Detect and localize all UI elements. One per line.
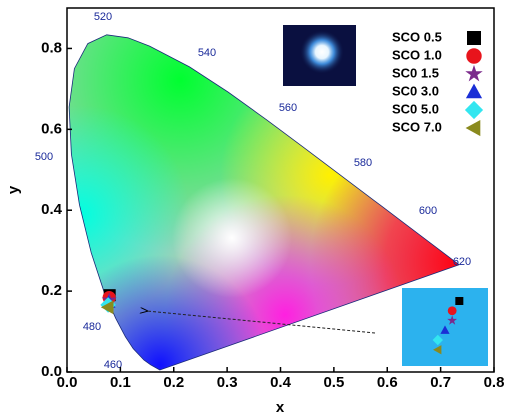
marker (448, 306, 457, 315)
legend-label: SC0 1.5 (392, 65, 439, 80)
x-tick-label: 0.2 (163, 374, 184, 391)
wavelength-label: 560 (279, 102, 297, 114)
x-tick-label: 0.3 (217, 374, 238, 391)
legend-label: SCO 7.0 (392, 119, 442, 134)
y-tick-label: 0.8 (41, 39, 62, 56)
marker (455, 297, 463, 305)
legend-label: SCO 0.5 (392, 29, 442, 44)
y-tick-label: 0.4 (41, 201, 63, 218)
legend-marker (466, 48, 481, 63)
wavelength-label: 620 (453, 256, 471, 268)
y-tick-label: 0.0 (41, 363, 62, 380)
y-axis-label: y (5, 185, 22, 194)
legend-marker (466, 84, 482, 99)
y-tick-label: 0.2 (41, 282, 62, 299)
legend-marker (465, 101, 483, 119)
x-tick-label: 0.8 (484, 374, 505, 391)
wavelength-label: 600 (419, 205, 437, 217)
wavelength-label: 500 (35, 151, 53, 163)
wavelength-label: 520 (94, 11, 112, 23)
wavelength-label: 580 (354, 157, 372, 169)
wavelength-label: 540 (198, 47, 216, 59)
x-tick-label: 0.7 (430, 374, 451, 391)
x-tick-label: 0.6 (377, 374, 398, 391)
legend-marker (466, 120, 481, 136)
legend-marker (465, 65, 482, 82)
legend-label: SC0 5.0 (392, 101, 439, 116)
x-axis-label: x (276, 399, 285, 416)
wavelength-label: 460 (104, 359, 122, 371)
legend-marker (467, 31, 481, 45)
legend-label: SCO 1.0 (392, 47, 442, 62)
x-tick-label: 0.1 (110, 374, 131, 391)
chart: x y 460 480 500 520 540 560 580 600 620 0.0 0.1 0.2… (0, 0, 518, 416)
emission-glow (300, 30, 344, 74)
y-tick-label: 0.6 (41, 120, 62, 137)
legend-label: SC0 3.0 (392, 83, 439, 98)
x-tick-label: 0.5 (323, 374, 344, 391)
x-tick-label: 0.4 (270, 374, 292, 391)
wavelength-label: 480 (83, 321, 101, 333)
